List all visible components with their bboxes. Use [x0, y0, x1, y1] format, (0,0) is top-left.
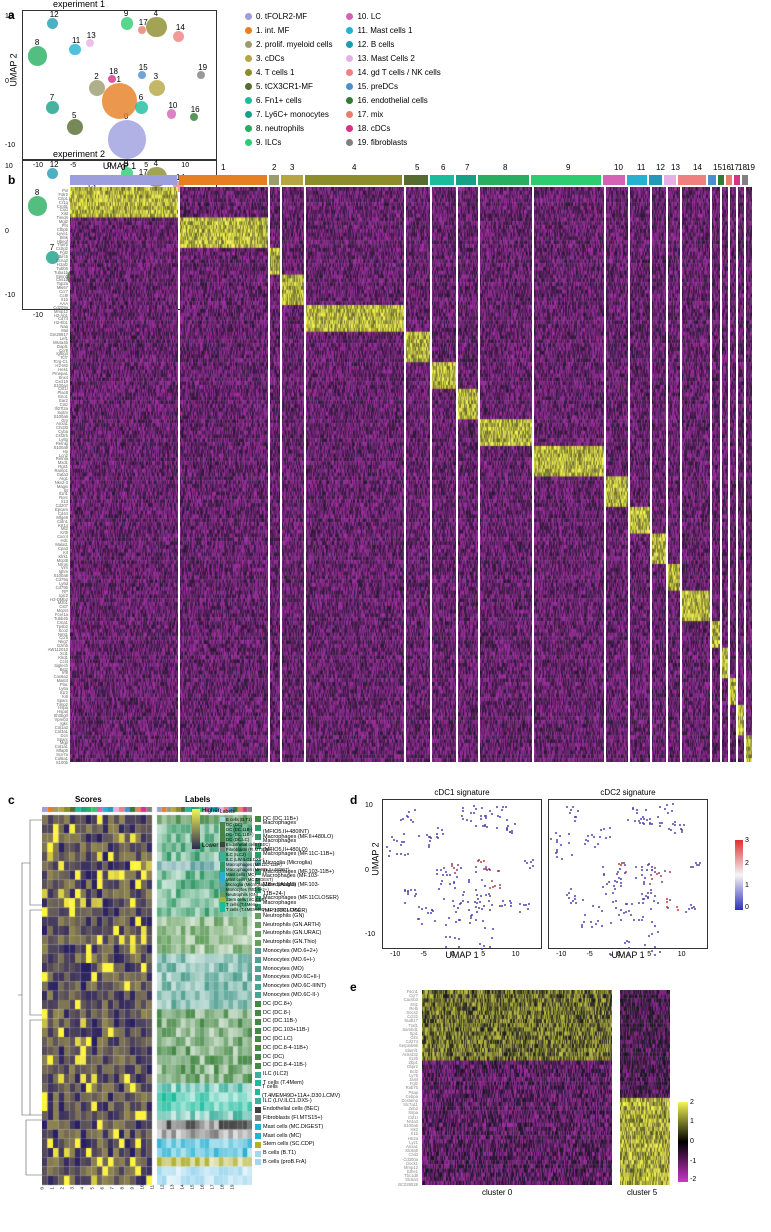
umap-experiment-1: experiment 1UMAP 2UMAP 1-10-50510-100100… — [22, 10, 217, 160]
legend-item-13: 13. Mast Cells 2 — [346, 52, 440, 65]
legend-item-10: 10. LC — [346, 10, 440, 23]
cdc1-umap: cDC1 signature UMAP 2 UMAP 1 -10-50510-1… — [382, 799, 542, 949]
panel-d-label: d — [350, 793, 357, 807]
legend-item-16: 16. endothelial cells — [346, 94, 440, 107]
legend-item-18: 18. cDCs — [346, 122, 440, 135]
legend-item-12: 12. B cells — [346, 38, 440, 51]
legend-item-14: 14. gd T cells / NK cells — [346, 66, 440, 79]
panel-c: c Scores Labels DC (DC.11B+)Macrophages … — [10, 795, 340, 1200]
heatmap-b: PxlFolr2Crip1Cr1qCrotl1CxclXistTimd4Mgl2… — [70, 175, 750, 765]
sig-tick-1: 1 — [745, 882, 749, 889]
heatmap-e-colorbar: 2 1 0 -1 -2 — [678, 1102, 688, 1182]
scores-title: Scores — [75, 795, 102, 804]
e-tick-0: 0 — [690, 1138, 694, 1145]
legend-item-8: 8. neutrophils — [245, 122, 332, 135]
cdc1-title: cDC1 signature — [434, 788, 489, 797]
sig-tick-2: 2 — [745, 860, 749, 867]
cdc2-umap: cDC2 signature UMAP 1 3 2 1 0 -10-50510 — [548, 799, 708, 949]
e-tick-n2: -2 — [690, 1176, 696, 1183]
dendrogram-icon — [18, 815, 42, 1185]
e-tick-1: 1 — [690, 1118, 694, 1125]
grad-high-label: Higher — [202, 808, 220, 814]
panel-e-label: e — [350, 980, 357, 994]
e-tick-2: 2 — [690, 1099, 694, 1106]
panel-b: b PxlFolr2Crip1Cr1qCrotl1CxclXistTimd4Mg… — [10, 175, 761, 785]
panel-a: a experiment 1UMAP 2UMAP 1-10-50510-1001… — [10, 10, 761, 165]
heatmap-e-cluster0 — [422, 990, 612, 1185]
legend-item-1: 1. int. MF — [245, 24, 332, 37]
sig-tick-0: 0 — [745, 904, 749, 911]
heatmap-c-col-labels: 012345678910111213141516171819 — [42, 1187, 252, 1192]
umap-container: experiment 1UMAP 2UMAP 1-10-50510-100100… — [22, 10, 225, 165]
legend-item-17: 17. mix — [346, 108, 440, 121]
legend-item-0: 0. tFOLR2-MF — [245, 10, 332, 23]
labels-legend-title: Labels — [220, 809, 235, 815]
panel-d: d cDC1 signature UMAP 2 UMAP 1 -10-50510… — [352, 795, 752, 974]
panel-c-label: c — [8, 793, 15, 807]
cluster0-label: cluster 0 — [482, 1188, 512, 1197]
legend-item-9: 9. ILCs — [245, 136, 332, 149]
c-legend-labels: B cells (B.T1)DC (DC)DC (DC.11B-)DC (DC.… — [220, 817, 301, 912]
heatmap-e-row-labels: Fscn1Ccr7Cacnb3Il4i1RelbSocs2Ccl22Nudt17… — [368, 990, 418, 1185]
legend-item-7: 7. Ly6C+ monocytes — [245, 108, 332, 121]
legend-item-5: 5. tCX3CR1-MF — [245, 80, 332, 93]
legend-item-4: 4. T cells 1 — [245, 66, 332, 79]
e-tick-n1: -1 — [690, 1158, 696, 1165]
heatmap-b-row-labels: PxlFolr2Crip1Cr1qCrotl1CxclXistTimd4Mgl2… — [22, 189, 68, 764]
legend-item-6: 6. Fn1+ cells — [245, 94, 332, 107]
legend-item-15: 15. preDCs — [346, 80, 440, 93]
grad-low-label: Lower — [202, 843, 218, 849]
umap-y-axis: UMAP 2 — [371, 842, 381, 875]
legend-item-3: 3. cDCs — [245, 52, 332, 65]
signature-colorbar: 3 2 1 0 — [735, 840, 743, 910]
legend-item-19: 19. fibroblasts — [346, 136, 440, 149]
heatmap-e-cluster5 — [620, 990, 670, 1185]
legend-item-2: 2. prolif. myeloid cells — [245, 38, 332, 51]
sig-tick-3: 3 — [745, 837, 749, 844]
labels-title: Labels — [185, 795, 210, 804]
cluster5-label: cluster 5 — [627, 1188, 657, 1197]
panel-a-legend: 0. tFOLR2-MF1. int. MF2. prolif. myeloid… — [245, 10, 441, 155]
cdc2-title: cDC2 signature — [600, 788, 655, 797]
panel-e: e Fscn1Ccr7Cacnb3Il4i1RelbSocs2Ccl22Nudt… — [352, 982, 752, 1197]
legend-item-11: 11. Mast cells 1 — [346, 24, 440, 37]
panel-b-label: b — [8, 173, 15, 187]
